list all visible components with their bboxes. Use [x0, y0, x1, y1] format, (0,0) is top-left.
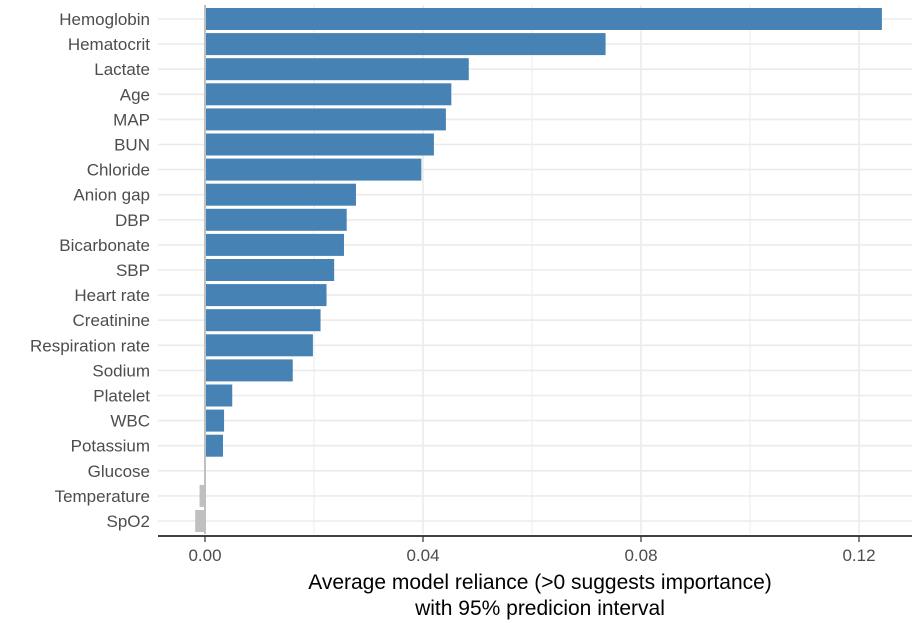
bar — [205, 384, 233, 407]
y-tick-label: Heart rate — [74, 286, 150, 305]
y-tick-label: Anion gap — [73, 186, 150, 205]
y-tick-label: Bicarbonate — [59, 236, 150, 255]
y-tick-label: SpO2 — [107, 512, 150, 531]
bar — [205, 233, 344, 256]
x-tick-labels: 0.00 0.04 0.08 0.12 — [188, 536, 876, 565]
y-tick-label: Glucose — [88, 462, 150, 481]
y-tick-label: SBP — [116, 261, 150, 280]
x-tick-label: 0.08 — [624, 546, 657, 565]
bar — [205, 108, 446, 131]
bar — [205, 334, 313, 357]
bar — [199, 484, 205, 507]
bar — [205, 434, 223, 457]
y-tick-label: Temperature — [55, 487, 150, 506]
y-tick-label: Age — [120, 85, 150, 104]
bar — [205, 8, 882, 30]
x-axis-title-line-2: with 95% predicion interval — [414, 597, 665, 620]
y-tick-label: MAP — [113, 110, 150, 129]
bar — [205, 259, 335, 281]
bar — [205, 58, 469, 81]
x-tick-label: 0.00 — [188, 546, 221, 565]
y-tick-label: Creatinine — [73, 311, 151, 330]
bar — [195, 510, 205, 532]
bar — [205, 208, 347, 231]
bar — [205, 133, 434, 156]
y-tick-label: DBP — [115, 211, 150, 230]
y-tick-label: Respiration rate — [30, 336, 150, 355]
y-tick-labels: Hemoglobin Hematocrit Lactate Age MAP BUN Chlo… — [30, 10, 150, 531]
bar — [205, 33, 606, 56]
bar — [205, 183, 356, 206]
bar — [205, 158, 422, 181]
y-tick-label: Hemoglobin — [59, 10, 150, 29]
bar — [205, 83, 452, 106]
y-tick-label: Platelet — [93, 387, 150, 406]
y-tick-label: WBC — [110, 412, 150, 431]
bar — [205, 309, 321, 332]
x-tick-label: 0.12 — [842, 546, 875, 565]
y-tick-label: Sodium — [92, 361, 150, 380]
y-tick-label: Lactate — [94, 60, 150, 79]
y-tick-label: BUN — [114, 136, 150, 155]
x-axis-title-line-1: Average model reliance (>0 suggests impo… — [308, 571, 772, 594]
y-tick-label: Hematocrit — [68, 35, 150, 54]
y-tick-label: Chloride — [87, 161, 150, 180]
bar — [205, 359, 293, 382]
bar — [205, 284, 327, 307]
bars-layer — [195, 5, 882, 534]
y-tick-label: Potassium — [71, 437, 150, 456]
x-tick-label: 0.04 — [406, 546, 439, 565]
bar — [205, 409, 225, 432]
